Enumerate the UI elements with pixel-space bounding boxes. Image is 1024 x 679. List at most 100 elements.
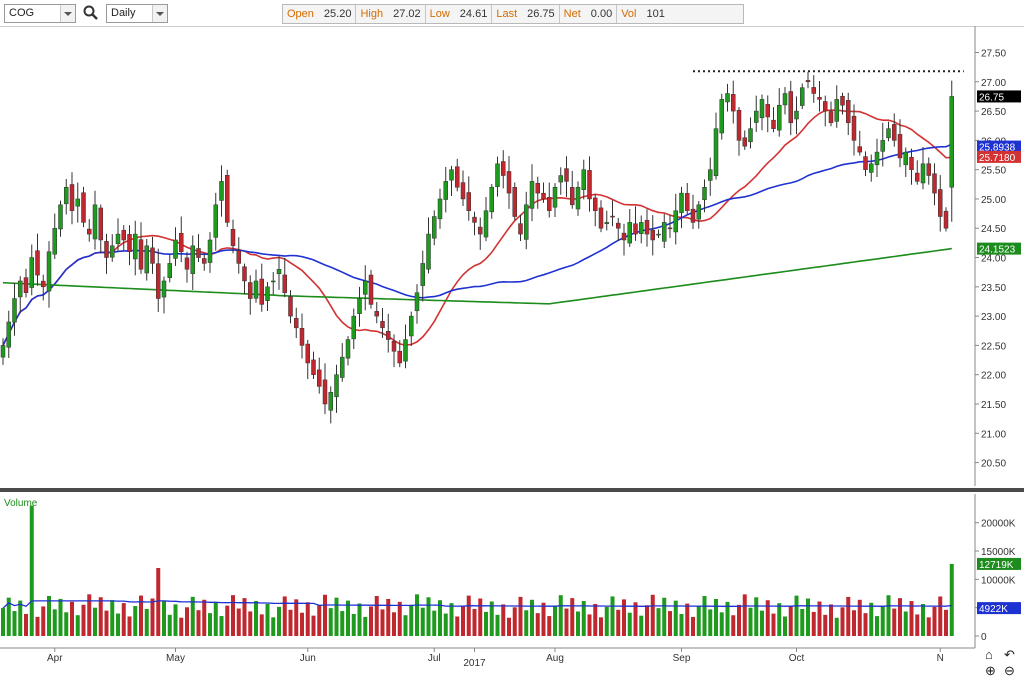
- candle-body: [403, 339, 408, 362]
- volume-bar: [587, 614, 592, 636]
- period-select[interactable]: Daily: [106, 4, 168, 23]
- candle-body: [570, 187, 575, 206]
- volume-bar: [541, 602, 546, 636]
- price-value-tag-label: 25.7180: [979, 153, 1016, 164]
- candle-body: [558, 175, 563, 183]
- candle-body: [788, 91, 793, 124]
- volume-bar: [909, 601, 914, 636]
- volume-tick-label: 15000K: [981, 547, 1016, 558]
- candle-body: [449, 169, 454, 181]
- candle-body: [276, 269, 282, 275]
- volume-bar: [190, 596, 195, 636]
- volume-bar: [346, 600, 350, 636]
- candle-body: [466, 192, 471, 211]
- volume-bar: [47, 595, 51, 636]
- volume-bar: [765, 600, 770, 636]
- ma-slow-line: [2, 247, 952, 305]
- volume-bar: [886, 595, 891, 636]
- undo-icon[interactable]: ↶: [1004, 647, 1015, 662]
- volume-bar: [794, 595, 799, 636]
- volume-bar: [627, 612, 632, 636]
- candle-body: [282, 274, 287, 293]
- volume-bar: [708, 609, 713, 636]
- volume-bar: [98, 597, 103, 636]
- symbol-dropdown-chevron-icon[interactable]: [60, 5, 75, 22]
- candle-body: [552, 186, 558, 208]
- price-tick-label: 23.00: [981, 312, 1006, 323]
- period-dropdown-chevron-icon[interactable]: [152, 5, 167, 22]
- candle-body: [851, 115, 857, 141]
- candle-body: [943, 210, 949, 229]
- price-tick-label: 21.00: [981, 429, 1006, 440]
- candle-body: [167, 263, 172, 278]
- candle-body: [92, 204, 98, 240]
- volume-bar: [673, 600, 678, 636]
- volume-bar: [645, 605, 649, 636]
- quote-volume: Vol 101: [617, 5, 669, 23]
- pane-separator[interactable]: [0, 488, 1024, 492]
- volume-bar: [35, 616, 40, 636]
- price-value-tag-label: 25.8938: [979, 143, 1016, 154]
- volume-bar: [599, 617, 603, 636]
- candle-body: [29, 257, 34, 288]
- volume-bar: [156, 568, 161, 636]
- candle-body: [708, 169, 713, 181]
- volume-bar: [323, 594, 327, 636]
- price-tick-label: 20.50: [981, 459, 1006, 470]
- volume-bar: [938, 596, 943, 636]
- candle-body: [719, 99, 724, 134]
- home-icon[interactable]: ⌂: [985, 647, 993, 662]
- quote-value: 24.61: [459, 8, 488, 20]
- candle-body: [242, 266, 247, 282]
- volume-bar: [202, 599, 207, 636]
- quote-value: 27.02: [393, 8, 421, 20]
- volume-bar: [892, 608, 897, 636]
- candle-body: [121, 230, 126, 241]
- candle-body: [759, 99, 765, 119]
- zoom-out-icon[interactable]: ⊖: [1004, 663, 1015, 678]
- candle-body: [690, 208, 696, 223]
- candle-body: [616, 222, 621, 229]
- price-tick-label: 23.50: [981, 283, 1006, 294]
- quote-high: High 27.02: [356, 5, 426, 23]
- candle-body: [742, 137, 747, 147]
- candle-body: [604, 222, 609, 224]
- symbol-input[interactable]: COG: [4, 4, 76, 23]
- candle-body: [524, 204, 529, 240]
- volume-bar: [455, 616, 460, 636]
- candle-body: [190, 245, 195, 274]
- volume-bar: [162, 601, 166, 636]
- volume-bar: [949, 563, 954, 636]
- volume-bar: [944, 609, 948, 636]
- volume-bar: [932, 606, 937, 636]
- search-icon[interactable]: [82, 4, 100, 22]
- candle-body: [874, 151, 880, 166]
- candle-body: [271, 280, 276, 283]
- volume-bar: [558, 595, 563, 636]
- candle-body: [932, 173, 937, 194]
- ma-fast-line: [2, 109, 952, 346]
- volume-bar: [564, 608, 569, 636]
- volume-bar: [512, 607, 517, 636]
- candle-body: [432, 216, 437, 239]
- candle-body: [587, 170, 592, 200]
- volume-bar: [777, 603, 782, 636]
- candle-body: [512, 187, 517, 217]
- volume-bar: [288, 609, 293, 636]
- candle-body: [593, 197, 598, 211]
- volume-bar: [829, 604, 833, 636]
- candle-body: [777, 104, 782, 131]
- volume-bar: [93, 607, 97, 636]
- volume-bar: [604, 606, 609, 636]
- price-volume-chart[interactable]: 20.50 21.00 21.50 22.00 22.50 23.00 23.50 24.00…: [0, 26, 1024, 679]
- volume-bar: [144, 608, 149, 636]
- volume-value-tag: [977, 557, 1021, 570]
- volume-bar: [265, 603, 270, 636]
- quote-low: Low 24.61: [426, 5, 493, 23]
- volume-bar: [478, 598, 483, 636]
- volume-bar: [610, 596, 615, 636]
- volume-bar: [662, 597, 667, 636]
- zoom-in-icon[interactable]: ⊕: [985, 663, 996, 678]
- candle-body: [317, 369, 322, 387]
- volume-bar: [282, 596, 287, 636]
